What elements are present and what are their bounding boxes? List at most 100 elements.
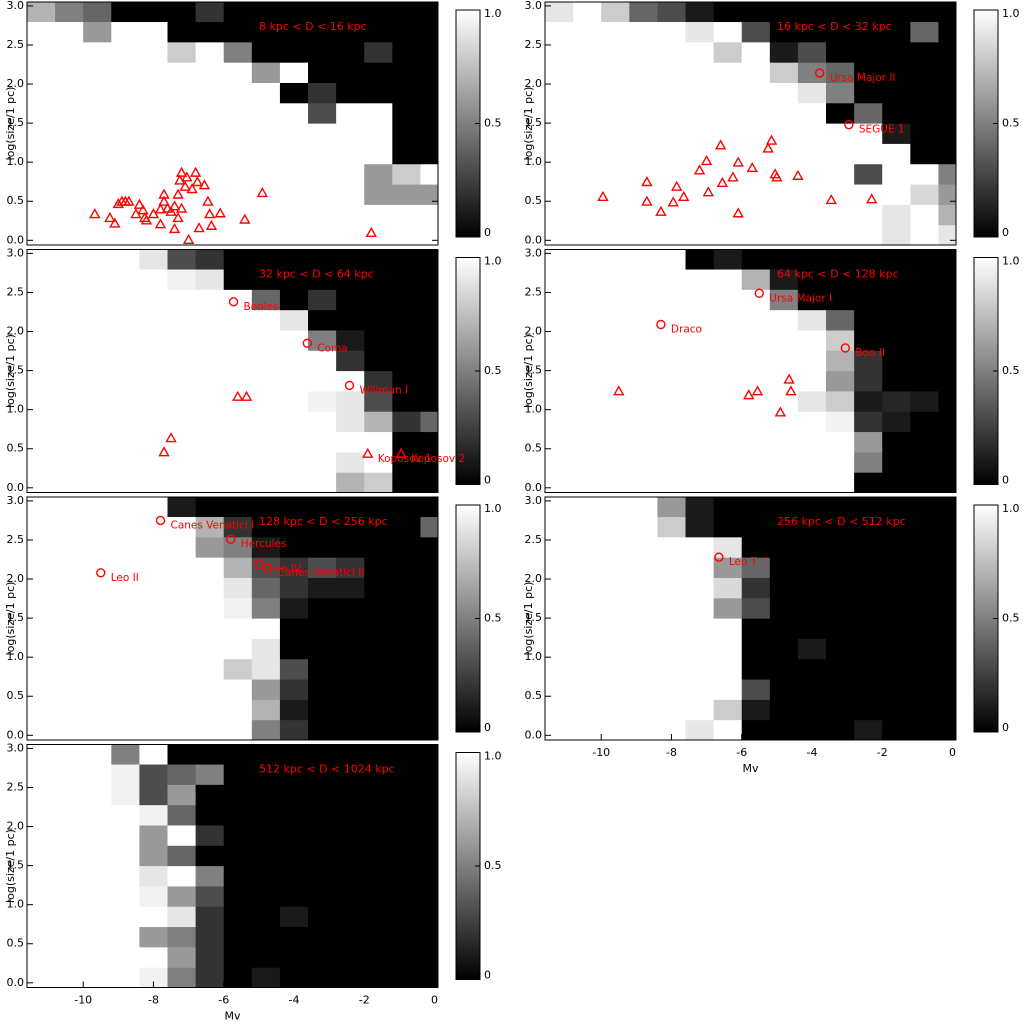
cell xyxy=(223,577,253,599)
cell xyxy=(251,679,281,700)
cell xyxy=(797,350,827,372)
cell xyxy=(392,163,421,185)
cell xyxy=(938,82,956,104)
cell xyxy=(55,679,84,700)
cell xyxy=(279,967,309,988)
cell xyxy=(83,744,112,765)
y-axis-label: log(size/1 pc) xyxy=(4,334,17,408)
cell xyxy=(545,184,574,205)
cell xyxy=(545,390,574,412)
cell xyxy=(83,906,112,928)
cell xyxy=(167,62,197,83)
cell xyxy=(251,370,281,392)
triangle-marker xyxy=(671,180,683,191)
cell xyxy=(195,451,225,473)
cell xyxy=(27,658,56,680)
cell xyxy=(420,309,438,331)
cell xyxy=(392,658,421,680)
cell xyxy=(657,102,687,124)
cell xyxy=(910,451,939,473)
cell xyxy=(308,516,337,538)
cell xyxy=(420,184,438,205)
cell xyxy=(938,2,956,23)
cell xyxy=(223,926,253,948)
cell xyxy=(55,906,84,928)
cell xyxy=(713,557,743,578)
triangle-marker xyxy=(172,212,184,223)
cell xyxy=(741,41,771,63)
cell xyxy=(27,516,56,538)
cell xyxy=(195,497,225,518)
cell xyxy=(223,163,253,185)
cell xyxy=(854,289,883,311)
cell xyxy=(111,845,140,867)
cell xyxy=(27,269,56,290)
cell xyxy=(55,390,84,412)
cell xyxy=(195,967,225,988)
cell xyxy=(279,679,309,700)
cell xyxy=(279,143,309,165)
cell xyxy=(167,102,197,124)
cell xyxy=(55,123,84,144)
cell xyxy=(364,370,393,392)
cell xyxy=(601,329,630,351)
cell xyxy=(167,497,197,518)
cell xyxy=(251,784,281,806)
cell xyxy=(910,497,939,518)
x-axis-label: Mv xyxy=(224,1010,240,1023)
cell xyxy=(83,618,112,639)
cell xyxy=(910,658,939,680)
cell xyxy=(364,679,393,700)
cell xyxy=(713,102,743,124)
x-tick-label: -8 xyxy=(666,746,677,759)
circle-marker xyxy=(840,343,851,353)
y-tick-label: 1.0 xyxy=(7,403,25,416)
cell xyxy=(741,719,771,740)
cell xyxy=(251,658,281,680)
cell xyxy=(392,289,421,311)
cell xyxy=(195,390,225,412)
cell xyxy=(392,597,421,619)
y-axis-label: log(size/1 pc) xyxy=(522,582,535,656)
cell xyxy=(27,289,56,311)
x-tick-label: -10 xyxy=(74,994,92,1007)
cell xyxy=(223,658,253,680)
cell xyxy=(938,431,956,453)
cell xyxy=(741,618,771,639)
cell xyxy=(55,82,84,104)
cell xyxy=(55,309,84,331)
cell xyxy=(629,411,658,433)
cell xyxy=(336,21,365,43)
cell xyxy=(420,618,438,639)
triangle-marker xyxy=(732,207,744,218)
cell xyxy=(336,885,365,907)
cell xyxy=(111,744,140,765)
cell xyxy=(601,390,630,412)
triangle-marker xyxy=(158,195,170,206)
cell xyxy=(629,82,658,104)
cell xyxy=(854,62,883,83)
cell xyxy=(279,350,309,372)
cell xyxy=(392,967,421,988)
cell xyxy=(629,350,658,372)
cell xyxy=(251,102,281,124)
cell xyxy=(797,224,827,245)
cell xyxy=(83,885,112,907)
cell xyxy=(364,967,393,988)
cell xyxy=(601,204,630,226)
cell xyxy=(251,719,281,740)
cell xyxy=(308,41,337,63)
cell xyxy=(195,804,225,826)
cell xyxy=(573,289,602,311)
cell xyxy=(713,163,743,185)
cell xyxy=(336,62,365,83)
cell xyxy=(392,102,421,124)
cell xyxy=(111,764,140,785)
cell xyxy=(938,472,956,493)
cell xyxy=(27,557,56,578)
cell xyxy=(769,577,799,599)
cell xyxy=(139,658,169,680)
circle-marker xyxy=(226,534,236,544)
cell xyxy=(111,906,140,928)
cell xyxy=(713,699,743,721)
